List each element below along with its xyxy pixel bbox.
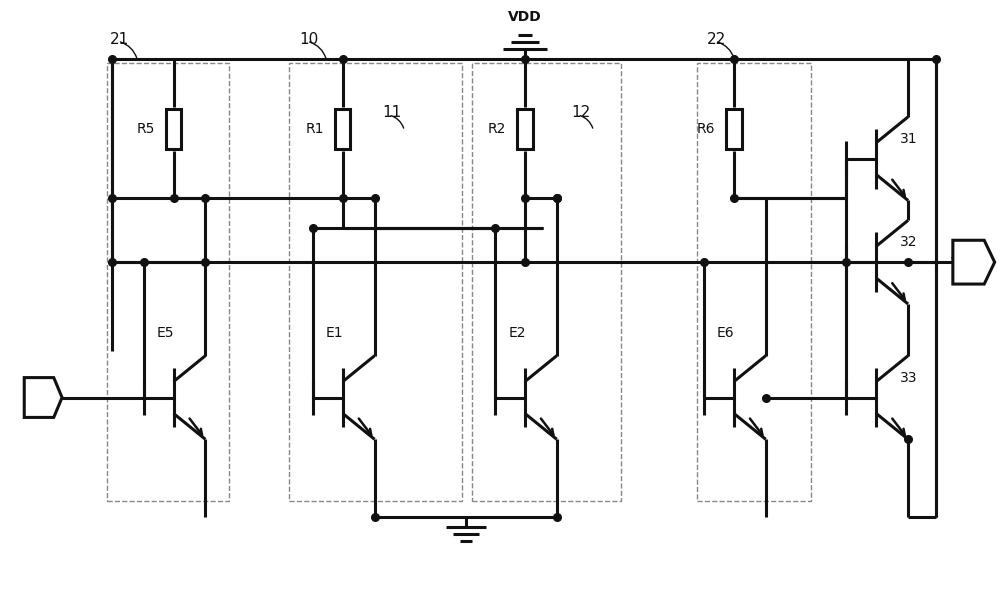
Text: 32: 32 [900,235,918,249]
Text: VDD: VDD [508,10,542,24]
Text: E6: E6 [717,326,735,340]
Text: 10: 10 [299,32,318,47]
Bar [726,109,742,149]
Polygon shape [24,378,62,417]
Text: R6: R6 [697,122,715,136]
Text: R2: R2 [488,122,506,136]
Bar [289,63,462,501]
Bar [472,63,621,501]
Bar [107,63,229,501]
Text: E5: E5 [157,326,174,340]
Text: R5: R5 [136,122,155,136]
Polygon shape [953,240,995,284]
Text: R1: R1 [306,122,324,136]
Bar [697,63,811,501]
Text: 22: 22 [707,32,726,47]
Text: E1: E1 [326,326,344,340]
Text: 11: 11 [383,106,402,120]
Bar [166,109,181,149]
Text: 12: 12 [572,106,591,120]
Text: 31: 31 [900,132,918,146]
Text: 33: 33 [900,371,918,385]
Text: 21: 21 [110,32,129,47]
Bar [517,109,533,149]
Text: E2: E2 [508,326,526,340]
Text: Vin: Vin [26,391,49,404]
Bar [335,109,350,149]
Text: Vout: Vout [951,255,984,268]
